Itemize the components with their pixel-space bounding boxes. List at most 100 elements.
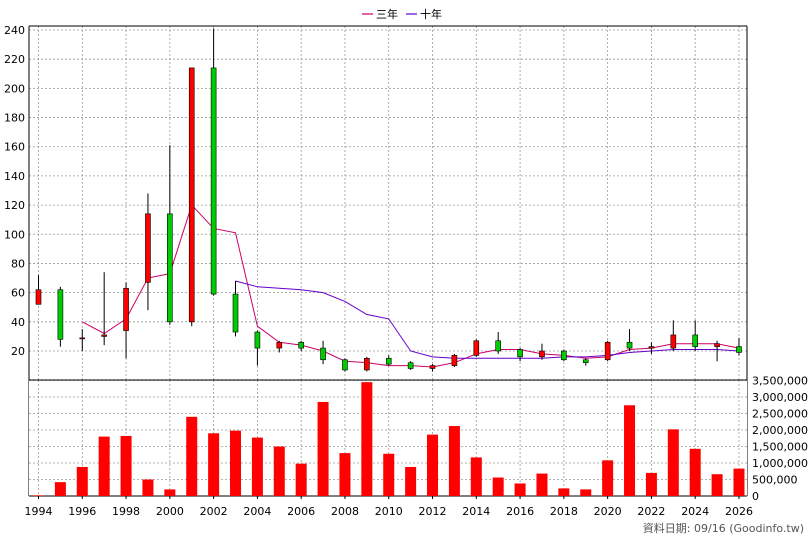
volume-bar: [54, 482, 66, 496]
candle-body: [123, 287, 129, 331]
volume-tick-label: 1,000,000: [752, 457, 808, 470]
candle-body: [210, 67, 217, 295]
candle-body: [101, 334, 107, 337]
volume-tick-label: 1,500,000: [752, 441, 808, 454]
x-tick-label: 2026: [725, 505, 753, 518]
volume-bar: [339, 453, 351, 496]
volume-bar: [361, 382, 373, 496]
candle-body: [692, 334, 699, 347]
volume-bar: [602, 460, 614, 496]
legend-label-10y: 十年: [420, 7, 442, 21]
volume-bar: [624, 405, 636, 496]
volume-tick-label: 0: [752, 490, 759, 503]
volume-bar: [98, 436, 110, 496]
candle-body: [298, 341, 304, 349]
volume-tick-label: 500,000: [752, 474, 798, 487]
volume-tick-label: 3,000,000: [752, 391, 808, 404]
volume-bar: [317, 401, 329, 496]
x-axis: 1994 1996 1998 2000 2002 2004 2006 2008 2010 2012…: [25, 496, 753, 518]
candle-body: [495, 340, 501, 352]
candle-body: [451, 355, 458, 366]
volume-tick-label: 3,500,000: [752, 375, 808, 388]
volume-panel: 0 500,000 1,000,000 1,500,000 2,000,000 2,500…: [29, 375, 808, 503]
x-tick-label: 1996: [68, 505, 96, 518]
volume-bar: [514, 483, 526, 496]
volume-bar: [251, 437, 263, 496]
candle-body: [670, 334, 677, 349]
candle-body: [145, 213, 151, 283]
candle-body: [57, 289, 64, 340]
price-tick-label: 240: [4, 24, 25, 37]
volume-bar: [164, 489, 176, 496]
volume-bar: [142, 479, 154, 496]
candle-body: [582, 359, 589, 363]
price-panel: 20 40 60 80 100 120 140 160 180 200 220 240: [4, 24, 748, 496]
volume-bar: [383, 453, 395, 496]
candle-body: [429, 365, 436, 369]
candle-body: [561, 350, 567, 361]
candle-body: [626, 341, 633, 349]
candle-body: [35, 289, 42, 305]
price-tick-label: 160: [4, 141, 25, 154]
volume-tick-label: 2,000,000: [752, 424, 808, 437]
candle-body: [385, 357, 392, 365]
candle-body: [167, 213, 173, 323]
candle-body: [342, 359, 348, 371]
candle-body: [188, 67, 195, 323]
candle-body: [539, 350, 545, 358]
volume-bar: [76, 466, 88, 496]
price-tick-label: 120: [4, 199, 25, 212]
price-tick-label: 40: [11, 316, 25, 329]
candle-body: [254, 331, 261, 349]
volume-bar: [33, 495, 44, 496]
volume-bar: [580, 489, 592, 496]
candle-body: [517, 349, 523, 358]
x-tick-label: 2024: [681, 505, 709, 518]
volume-bar: [208, 433, 220, 496]
volume-bar: [536, 473, 548, 496]
volume-bar: [230, 430, 242, 496]
price-tick-label: 140: [4, 170, 25, 183]
candle-body: [232, 293, 239, 333]
price-plot-area: [29, 26, 747, 380]
volume-bar: [689, 448, 701, 496]
ma-10y-line: [235, 280, 740, 359]
volume-bar: [186, 416, 198, 496]
volume-bar: [667, 429, 679, 496]
volume-bar: [427, 434, 439, 496]
x-tick-label: 2014: [462, 505, 490, 518]
x-tick-label: 2016: [506, 505, 534, 518]
x-tick-label: 2012: [419, 505, 447, 518]
x-tick-label: 2020: [594, 505, 622, 518]
volume-tick-label: 2,500,000: [752, 408, 808, 421]
volume-bar: [711, 474, 723, 496]
price-tick-label: 220: [4, 53, 25, 66]
candle-body: [648, 346, 655, 349]
x-tick-label: 2008: [331, 505, 359, 518]
price-tick-label: 80: [11, 257, 25, 270]
x-tick-label: 1998: [112, 505, 140, 518]
volume-bar: [470, 457, 482, 496]
candle-body: [736, 346, 742, 353]
volume-bar: [558, 488, 570, 496]
candle-body: [714, 343, 720, 347]
price-tick-label: 60: [11, 287, 25, 300]
price-tick-label: 200: [4, 82, 25, 95]
x-tick-label: 2002: [200, 505, 228, 518]
price-tick-label: 20: [11, 345, 25, 358]
x-tick-label: 2006: [287, 505, 315, 518]
price-tick-label: 100: [4, 228, 25, 241]
candle-body: [407, 362, 414, 369]
candle-body: [364, 357, 370, 371]
volume-bar: [273, 446, 285, 496]
x-tick-label: 1994: [25, 505, 53, 518]
volume-bar: [733, 468, 745, 496]
x-tick-label: 2010: [375, 505, 403, 518]
x-tick-label: 2018: [550, 505, 578, 518]
volume-bar: [405, 466, 417, 496]
candle-body: [320, 347, 326, 361]
x-tick-label: 2022: [637, 505, 665, 518]
candle-body: [473, 340, 480, 356]
volume-bar: [492, 477, 504, 496]
